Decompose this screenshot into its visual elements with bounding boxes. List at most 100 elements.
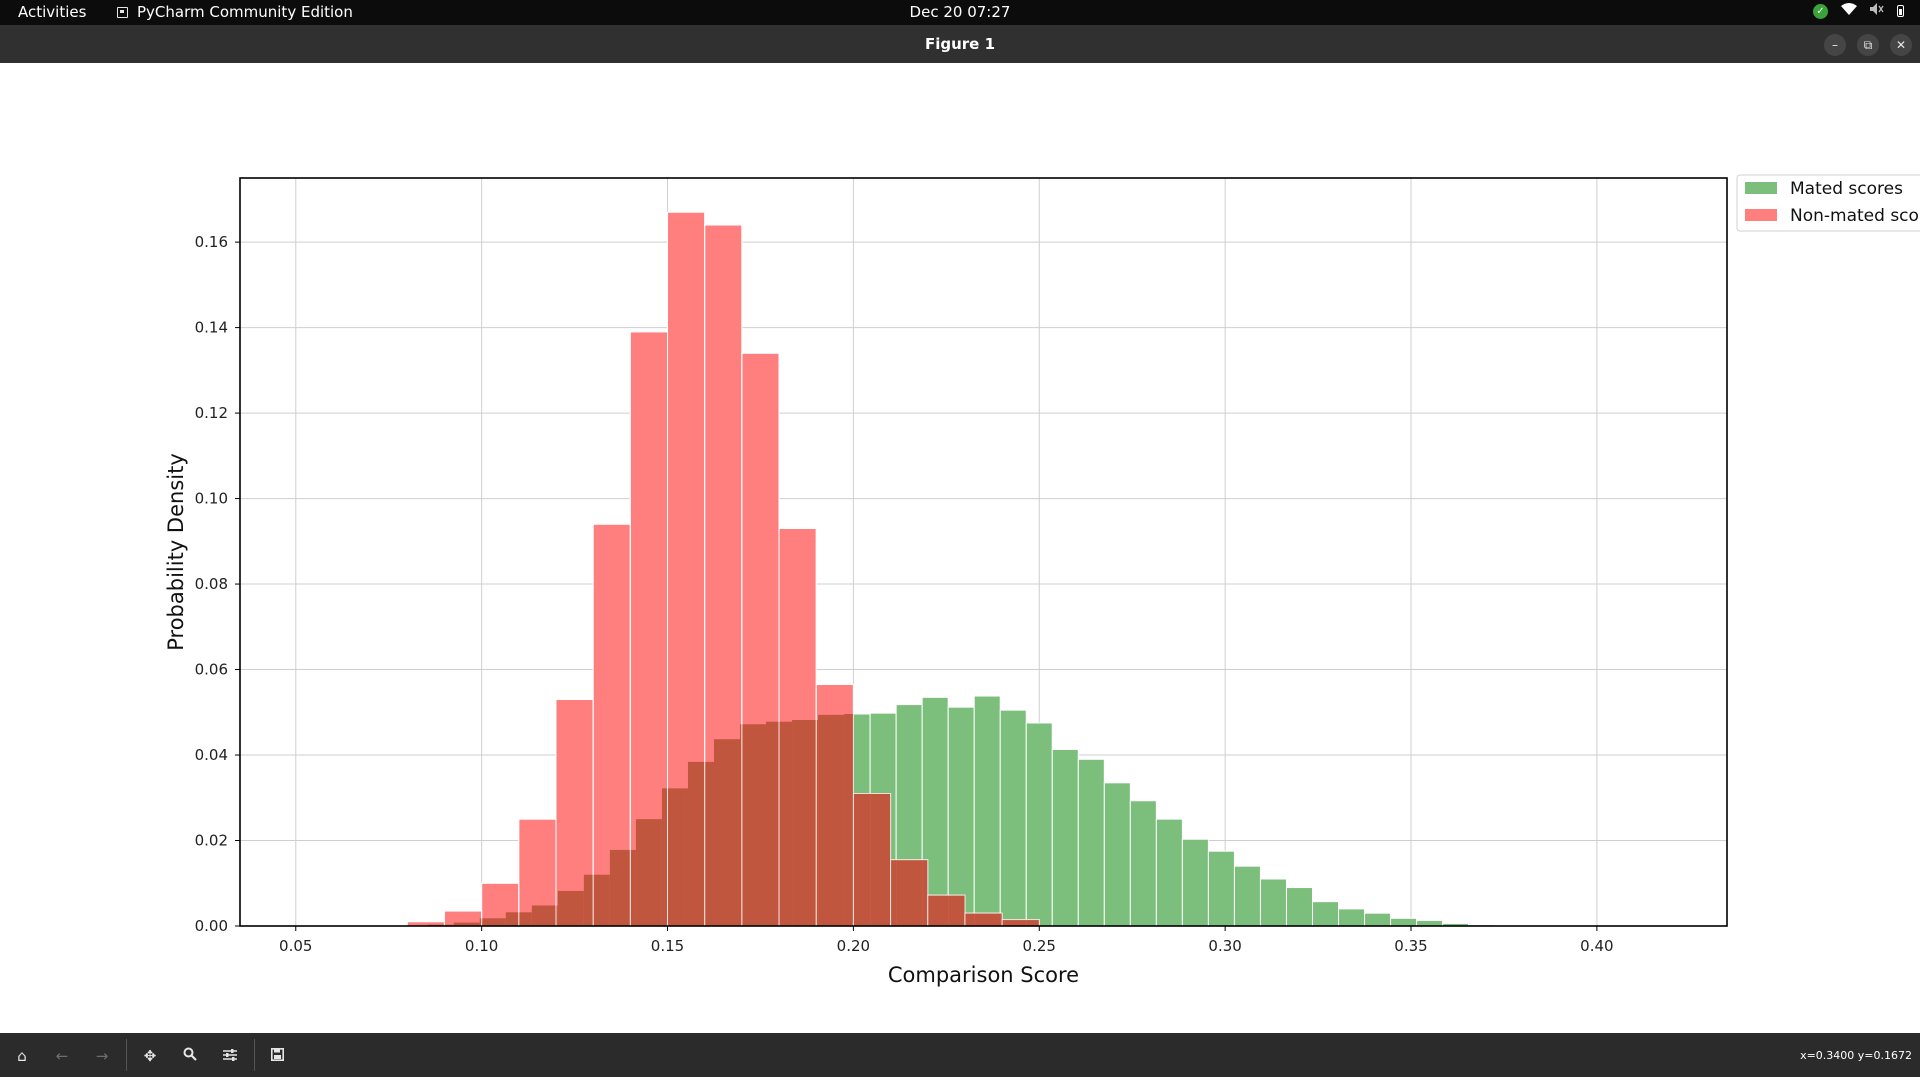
back-button[interactable]: ←	[52, 1046, 72, 1066]
y-tick-label: 0.02	[195, 832, 228, 850]
pan-icon: ✥	[143, 1047, 157, 1065]
legend-swatch-mated	[1745, 182, 1777, 194]
top-bar: Activities PyCharm Community Edition Dec…	[0, 0, 1920, 25]
overlap-bar	[1000, 913, 1003, 926]
x-tick-label: 0.40	[1580, 937, 1613, 955]
navigation-toolbar: ⌂ ← → ✥ x=0.3400 y=0.1672	[0, 1033, 1920, 1077]
mated-bar	[1129, 800, 1157, 927]
mated-bar	[1051, 748, 1079, 927]
overlap-bar	[766, 721, 780, 926]
overlap-bar	[630, 849, 636, 926]
overlap-bar	[1026, 919, 1040, 926]
figure-canvas[interactable]: 0.05 0.10 0.15 0.20 0.25 0.30 0.35 0.40 0.00 0.02…	[0, 63, 1920, 1033]
y-tick-label: 0.08	[195, 575, 228, 593]
y-tick-label: 0.04	[195, 746, 228, 764]
app-menu[interactable]: PyCharm Community Edition	[117, 3, 353, 21]
overlap-bar	[661, 788, 668, 926]
overlap-bar	[792, 719, 817, 926]
overlap-bar	[927, 895, 949, 926]
system-tray[interactable]: ✓	[1813, 3, 1904, 19]
maximize-icon: ⧉	[1863, 38, 1873, 52]
x-tick-label: 0.35	[1394, 937, 1427, 955]
x-tick-label: 0.05	[279, 937, 312, 955]
overlap-bar	[704, 761, 714, 926]
volume-muted-icon[interactable]	[1870, 3, 1884, 19]
close-button[interactable]: ✕	[1890, 34, 1912, 56]
overlap-bar	[948, 895, 965, 926]
y-tick-label: 0.16	[195, 233, 228, 251]
overlap-bar	[583, 874, 594, 926]
mated-bar	[1077, 758, 1105, 927]
home-button[interactable]: ⌂	[12, 1046, 32, 1066]
mated-bar	[973, 695, 1001, 927]
pan-button[interactable]: ✥	[140, 1046, 160, 1066]
y-tick-label: 0.10	[195, 490, 228, 508]
activities-button[interactable]: Activities	[18, 3, 87, 21]
wifi-icon[interactable]	[1841, 3, 1857, 19]
save-button[interactable]	[267, 1046, 287, 1066]
legend-box	[1736, 174, 1920, 232]
forward-icon: →	[95, 1047, 109, 1065]
minimize-button[interactable]: –	[1824, 34, 1846, 56]
battery-icon[interactable]	[1897, 5, 1904, 17]
overlap-bar	[453, 922, 480, 926]
toolbar-separator	[126, 1039, 127, 1071]
mated-bar	[1364, 912, 1392, 927]
y-tick-label: 0.12	[195, 404, 228, 422]
maximize-button[interactable]: ⧉	[1857, 34, 1879, 56]
overlap-bar	[518, 912, 532, 926]
mated-bar	[947, 706, 975, 927]
mated-bar	[1233, 865, 1261, 927]
mated-bar	[1338, 908, 1366, 927]
x-axis-label: Comparison Score	[888, 963, 1079, 987]
mated-bar	[1390, 917, 1418, 927]
mated-bar	[1207, 850, 1235, 927]
mated-bar	[1181, 838, 1209, 927]
non-mated-bars	[406, 211, 1040, 927]
home-icon: ⌂	[17, 1047, 27, 1065]
toolbar-separator	[254, 1039, 255, 1071]
configure-subplots-button[interactable]	[220, 1046, 240, 1066]
overlap-bar	[609, 849, 631, 926]
overlap-bar	[687, 761, 705, 926]
forward-button[interactable]: →	[92, 1046, 112, 1066]
legend-swatch-non-mated	[1745, 209, 1777, 221]
coordinate-readout: x=0.3400 y=0.1672	[1800, 1049, 1912, 1062]
clock[interactable]: Dec 20 07:27	[909, 3, 1011, 21]
x-tick-label: 0.15	[651, 937, 684, 955]
overlap-bar	[531, 905, 556, 926]
mated-bar	[999, 709, 1027, 927]
back-icon: ←	[55, 1047, 69, 1065]
histogram-chart: 0.05 0.10 0.15 0.20 0.25 0.30 0.35 0.40 0.00 0.02…	[164, 174, 1920, 987]
overlap-bar	[816, 719, 819, 926]
x-tick-label: 0.10	[465, 937, 498, 955]
mated-bar	[1155, 818, 1183, 927]
minimize-icon: –	[1832, 38, 1838, 52]
overlap-bar	[853, 793, 871, 926]
mated-bar	[1259, 878, 1287, 927]
update-check-icon[interactable]: ✓	[1813, 3, 1828, 19]
overlap-bar	[479, 918, 482, 926]
legend-label-non-mated: Non-mated scor	[1790, 206, 1920, 226]
y-tick-label: 0.06	[195, 661, 228, 679]
close-icon: ✕	[1895, 38, 1907, 52]
overlap-bar	[964, 913, 975, 926]
overlap-bar	[481, 918, 506, 926]
zoom-icon	[183, 1047, 197, 1065]
x-tick-label: 0.25	[1023, 937, 1056, 955]
overlap-bar	[557, 890, 584, 926]
window-title-bar[interactable]: Figure 1 – ⧉ ✕	[0, 25, 1920, 63]
y-tick-label: 0.00	[195, 917, 228, 935]
overlap-bar	[922, 859, 928, 926]
overlap-bar	[974, 913, 1001, 926]
x-tick-label: 0.20	[837, 937, 870, 955]
overlap-bar	[779, 721, 793, 926]
overlap-bar	[896, 859, 923, 926]
legend-label-mated: Mated scores	[1790, 179, 1903, 199]
mated-bar	[1103, 782, 1131, 927]
zoom-button[interactable]	[180, 1046, 200, 1066]
y-tick-label: 0.14	[195, 319, 228, 337]
overlap-bar	[1002, 919, 1027, 926]
app-window-icon	[117, 6, 128, 18]
y-axis-label: Probability Density	[164, 453, 188, 651]
